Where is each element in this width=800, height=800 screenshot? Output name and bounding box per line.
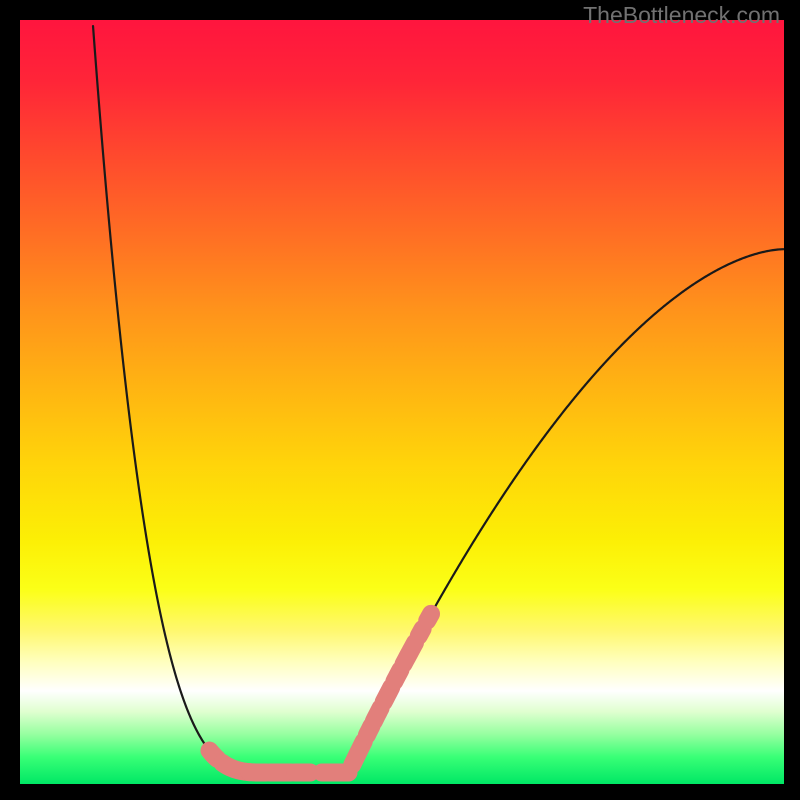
marker-capsule — [404, 643, 415, 664]
marker-capsule — [352, 741, 363, 764]
watermark-text: TheBottleneck.com — [583, 2, 780, 29]
marker-capsule — [384, 687, 392, 702]
marker-capsule — [419, 629, 423, 636]
plot-area — [20, 20, 784, 784]
chart-stage: TheBottleneck.com — [0, 0, 800, 800]
marker-capsule — [427, 614, 431, 621]
